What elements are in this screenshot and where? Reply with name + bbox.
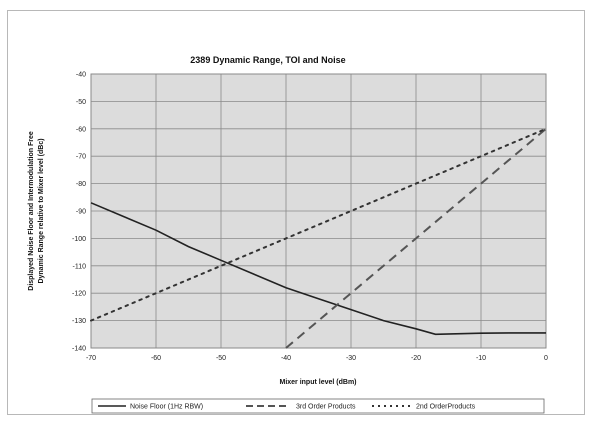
x-axis-label: Mixer input level (dBm) — [279, 379, 356, 386]
y-tick-label: -50 — [76, 99, 86, 106]
legend: Noise Floor (1Hz RBW) 3rd Order Products… — [91, 398, 545, 414]
tick-labels: -70 -60 -50 -40 -30 -20 -10 0-40-50-60-70-80-90… — [72, 72, 548, 363]
y-tick-label: -140 — [72, 346, 86, 353]
series-layer — [90, 127, 547, 349]
chart-title: 2389 Dynamic Range, TOI and Noise — [190, 55, 345, 65]
series-third-order — [285, 128, 547, 349]
legend-box — [91, 398, 545, 414]
y-tick-label: -120 — [72, 291, 86, 298]
legend-label-third-order: 3rd Order Products — [296, 404, 356, 411]
x-tick-label: -30 — [346, 355, 356, 362]
series-second-order — [90, 127, 547, 322]
y-axis-label: Displayed Noise Floor and Intermodulatio… — [28, 131, 45, 291]
y-tick-label: -110 — [73, 263, 87, 270]
y-tick-label: -100 — [72, 236, 86, 243]
x-tick-label: -70 — [86, 355, 96, 362]
y-axis-label-line-1: Displayed Noise Floor and Intermodulatio… — [28, 131, 35, 291]
y-tick-label: -40 — [76, 72, 86, 79]
grid — [91, 74, 546, 348]
y-tick-label: -80 — [76, 181, 86, 188]
y-axis-label-line-2: Dynamic Range relative to Mixer level (d… — [38, 138, 45, 283]
y-tick-label: -60 — [76, 126, 86, 133]
legend-label-noise-floor: Noise Floor (1Hz RBW) — [130, 404, 203, 411]
y-tick-label: -70 — [76, 154, 86, 161]
x-tick-label: -50 — [216, 355, 226, 362]
x-tick-label: 0 — [544, 355, 548, 362]
x-tick-label: -20 — [411, 355, 421, 362]
x-tick-label: -40 — [281, 355, 291, 362]
x-tick-label: -10 — [476, 355, 486, 362]
y-tick-label: -130 — [72, 318, 86, 325]
y-tick-label: -90 — [76, 209, 86, 216]
series-noise-floor — [90, 202, 546, 336]
x-tick-label: -60 — [151, 355, 161, 362]
legend-label-second-order: 2nd OrderProducts — [416, 404, 476, 411]
